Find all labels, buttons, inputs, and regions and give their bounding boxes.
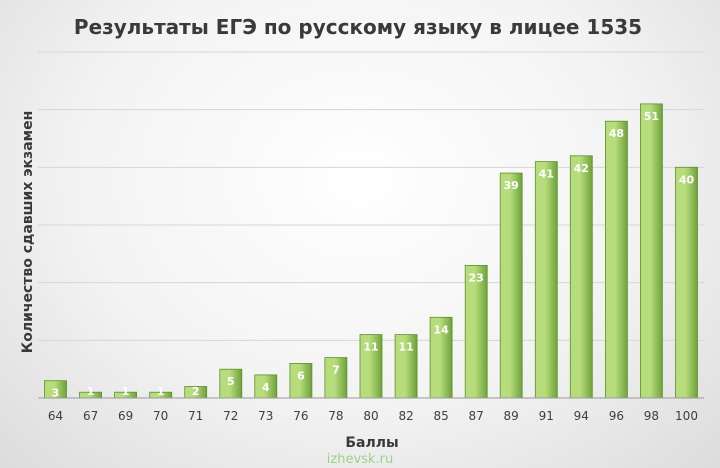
data-label: 1: [87, 385, 95, 398]
data-label: 41: [539, 168, 554, 181]
x-tick-label: 94: [574, 409, 589, 423]
x-tick-label: 100: [675, 409, 698, 423]
bar: [534, 161, 558, 399]
bars: [44, 103, 698, 399]
data-label: 51: [644, 110, 659, 123]
data-label: 11: [398, 341, 413, 354]
data-label: 1: [157, 385, 165, 398]
data-label: 23: [469, 271, 484, 284]
y-axis-label: Количество сдавших экзамен: [20, 111, 36, 353]
bar: [640, 103, 663, 399]
gridlines: [38, 51, 704, 341]
data-label: 2: [192, 385, 200, 398]
x-tick-label: 82: [398, 409, 413, 423]
data-label: 39: [504, 179, 519, 192]
data-label: 48: [609, 127, 624, 140]
data-label: 1: [122, 385, 130, 398]
data-label: 11: [363, 341, 378, 354]
x-tick-label: 87: [469, 409, 484, 423]
x-tick-label: 70: [153, 409, 168, 423]
x-tick-label: 72: [223, 409, 238, 423]
x-tick-label: 78: [328, 409, 343, 423]
x-tick-label: 73: [258, 409, 273, 423]
data-label: 42: [574, 162, 589, 175]
x-axis-label: Баллы: [345, 435, 398, 451]
x-tick-label: 89: [504, 409, 519, 423]
bar: [675, 166, 698, 399]
x-tick-label: 98: [644, 409, 659, 423]
x-tick-label: 64: [48, 409, 63, 423]
data-label: 6: [297, 369, 305, 382]
data-label: 3: [52, 387, 60, 400]
data-label: 7: [332, 364, 340, 377]
data-label: 5: [227, 375, 235, 388]
data-label: 14: [433, 323, 449, 336]
bar: [569, 155, 593, 399]
data-label: 40: [679, 173, 695, 186]
x-tick-labels: 64 67 69 70 71 72 73 76 78 80 82 85 87 89 91 94 96 98 100: [48, 409, 698, 423]
x-tick-label: 76: [293, 409, 308, 423]
bar: [464, 264, 488, 399]
x-tick-label: 69: [118, 409, 133, 423]
bar: [605, 120, 628, 399]
x-tick-label: 67: [83, 409, 98, 423]
data-label: 4: [262, 381, 270, 394]
x-tick-label: 85: [433, 409, 448, 423]
x-tick-label: 80: [363, 409, 378, 423]
x-tick-label: 91: [539, 409, 554, 423]
x-tick-label: 96: [609, 409, 624, 423]
watermark-text: izhevsk.ru: [327, 452, 393, 467]
chart-title: Результаты ЕГЭ по русскому языку в лицее…: [74, 15, 642, 39]
x-tick-label: 71: [188, 409, 203, 423]
bar: [499, 172, 523, 399]
